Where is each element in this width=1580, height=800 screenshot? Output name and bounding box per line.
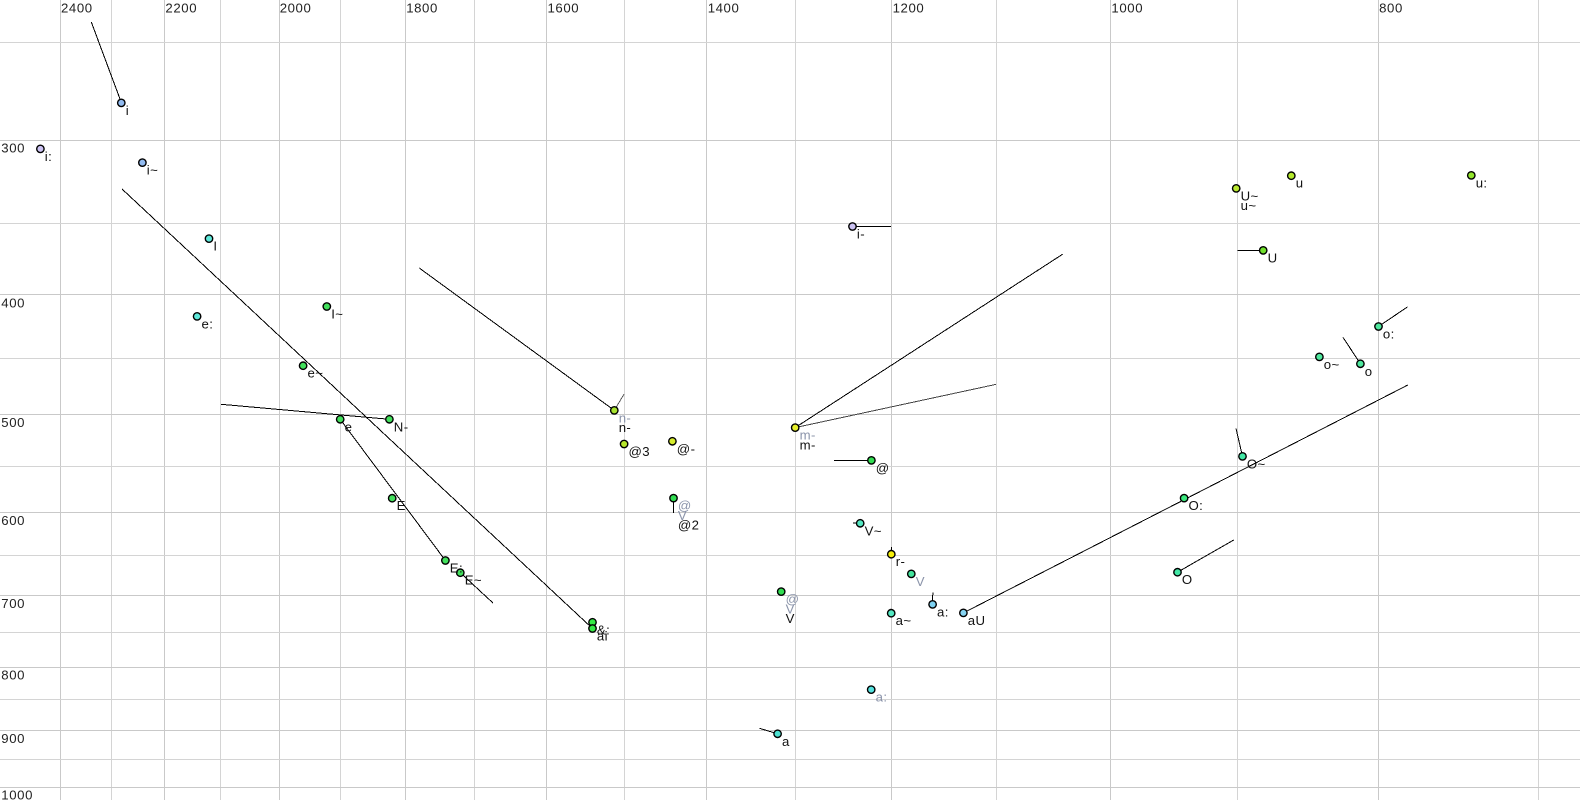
svg-text:800: 800 <box>1 668 25 683</box>
svg-text:a:: a: <box>937 604 949 619</box>
svg-text:E: E <box>397 498 406 513</box>
svg-text:V: V <box>786 601 795 616</box>
svg-text:1000: 1000 <box>1 788 33 800</box>
svg-text:i: i <box>126 103 129 118</box>
svg-text:o:: o: <box>1383 327 1395 342</box>
svg-text:n-: n- <box>619 420 632 435</box>
svg-text:@2: @2 <box>678 518 700 533</box>
svg-text:n-: n- <box>619 410 632 425</box>
svg-text:1200: 1200 <box>893 0 925 15</box>
svg-text:r-: r- <box>896 554 906 569</box>
svg-text:a: a <box>782 734 790 749</box>
svg-text:ai: ai <box>597 629 608 644</box>
svg-text:300: 300 <box>1 141 25 156</box>
svg-text:a:: a: <box>876 690 888 705</box>
svg-text:2200: 2200 <box>165 0 197 15</box>
svg-text:1000: 1000 <box>1111 0 1143 15</box>
svg-text:600: 600 <box>1 513 25 528</box>
svg-text:o~: o~ <box>1324 357 1340 372</box>
svg-text:900: 900 <box>1 731 25 746</box>
svg-text:V: V <box>916 574 925 589</box>
svg-text:1600: 1600 <box>548 0 580 15</box>
svg-text:V~: V~ <box>865 523 882 538</box>
svg-text:1400: 1400 <box>708 0 740 15</box>
svg-text:@: @ <box>786 592 800 607</box>
svg-text:i:: i: <box>45 149 52 164</box>
svg-text:500: 500 <box>1 415 25 430</box>
svg-text:aU: aU <box>968 613 986 628</box>
svg-text:U: U <box>1268 250 1278 265</box>
svg-text:O:: O: <box>1189 498 1204 513</box>
svg-text:i~: i~ <box>147 163 158 178</box>
svg-text:@: @ <box>876 460 890 475</box>
svg-text:I~: I~ <box>331 307 343 322</box>
svg-text:E:: E: <box>450 561 463 576</box>
svg-text:u~: u~ <box>1241 198 1257 213</box>
svg-text:e: e <box>345 419 353 434</box>
svg-text:u: u <box>1296 176 1304 191</box>
svg-text:&:: &: <box>597 622 610 637</box>
svg-text:I: I <box>213 239 217 254</box>
svg-text:E~: E~ <box>465 573 482 588</box>
svg-text:2000: 2000 <box>280 0 312 15</box>
svg-text:@3: @3 <box>629 444 651 459</box>
svg-text:N-: N- <box>394 419 409 434</box>
svg-text:m-: m- <box>800 428 816 443</box>
svg-text:O~: O~ <box>1247 456 1266 471</box>
svg-text:2400: 2400 <box>61 0 93 15</box>
svg-text:400: 400 <box>1 295 25 310</box>
svg-text:1800: 1800 <box>406 0 438 15</box>
svg-text:@-: @- <box>677 441 696 456</box>
svg-text:a~: a~ <box>896 613 912 628</box>
svg-text:i-: i- <box>857 227 865 242</box>
svg-text:e~: e~ <box>308 366 324 381</box>
svg-text:u:: u: <box>1476 175 1488 190</box>
svg-text:V: V <box>678 508 687 523</box>
svg-text:U~: U~ <box>1241 188 1259 203</box>
svg-text:800: 800 <box>1379 0 1403 15</box>
svg-text:O: O <box>1182 572 1193 587</box>
svg-text:@: @ <box>678 498 692 513</box>
svg-text:o: o <box>1365 364 1373 379</box>
svg-text:m-: m- <box>800 437 816 452</box>
svg-text:700: 700 <box>1 596 25 611</box>
svg-text:e:: e: <box>202 316 214 331</box>
svg-text:V: V <box>786 611 795 626</box>
